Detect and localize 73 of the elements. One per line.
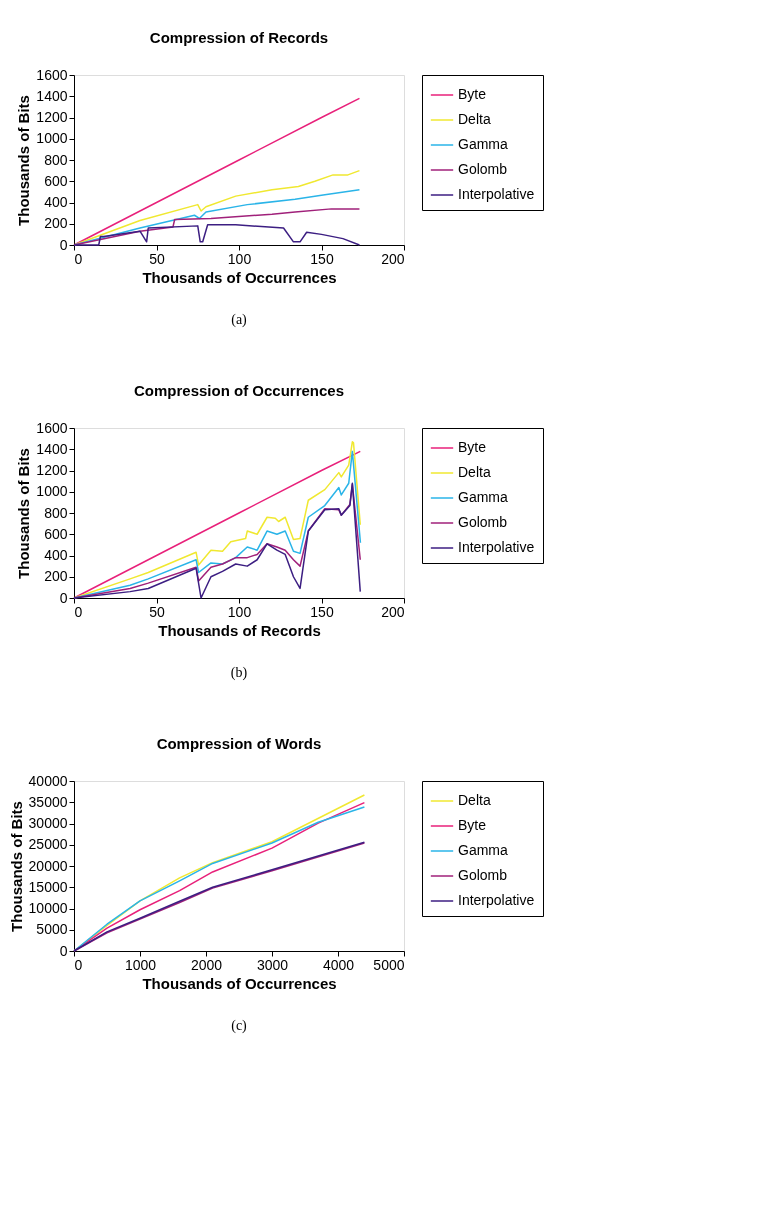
y-tick-label: 15000 — [28, 878, 68, 895]
y-tick-label: 1000 — [36, 130, 68, 147]
x-tick-label: 0 — [74, 956, 83, 973]
y-tick-label: 1000 — [36, 483, 68, 500]
line-series — [73, 224, 361, 246]
y-tick-label: 1600 — [36, 66, 68, 83]
legend-label: Gamma — [458, 489, 508, 505]
x-tick-label: 200 — [381, 603, 405, 620]
x-axis-title: Thousands of Occurrences — [142, 974, 337, 992]
y-tick-label: 10000 — [28, 900, 68, 916]
legend-label: Interpolative — [458, 892, 535, 908]
line-series — [73, 169, 361, 246]
x-tick-label: 100 — [227, 603, 252, 620]
x-tick-label: 200 — [381, 250, 405, 267]
y-tick-label: 0 — [59, 589, 68, 606]
legend-label: Delta — [458, 464, 491, 480]
y-tick-label: 1200 — [36, 109, 68, 125]
legend-label: Gamma — [458, 136, 508, 152]
text: (b) — [230, 665, 248, 681]
x-tick-label: 2000 — [190, 956, 223, 973]
y-tick-label: 1400 — [36, 87, 68, 104]
y-axis-title: Thousands of Bits — [15, 448, 33, 579]
x-tick-label: 50 — [149, 250, 165, 267]
y-tick-label: 35000 — [28, 793, 68, 810]
y-tick-label: 5000 — [36, 921, 68, 938]
x-tick-label: 0 — [74, 250, 83, 267]
legend-label: Delta — [458, 111, 491, 127]
x-tick-label: 100 — [227, 250, 252, 267]
y-tick-label: 25000 — [28, 836, 68, 853]
y-tick-label: 200 — [44, 215, 68, 232]
y-tick-label: 40000 — [28, 772, 68, 789]
chart-title: Compression of Records — [149, 29, 329, 46]
legend-label: Byte — [458, 817, 487, 833]
y-tick-label: 0 — [59, 236, 68, 253]
chart-title: Compression of Words — [156, 735, 322, 752]
y-tick-label: 400 — [44, 194, 68, 210]
y-tick-label: 1200 — [36, 462, 68, 478]
text: (a) — [231, 312, 248, 328]
x-tick-label: 50 — [149, 603, 165, 620]
legend-label: Golomb — [458, 514, 508, 530]
y-tick-label: 800 — [44, 504, 68, 521]
legend-label: Golomb — [458, 867, 508, 883]
x-tick-label: 5000 — [373, 956, 405, 973]
legend-label: Delta — [458, 792, 491, 808]
y-tick-label: 0 — [59, 942, 68, 959]
text: (c) — [231, 1018, 248, 1034]
x-tick-label: 1000 — [124, 956, 157, 973]
legend-label: Gamma — [458, 842, 508, 858]
x-tick-label: 150 — [310, 603, 334, 620]
y-tick-label: 30000 — [28, 815, 68, 831]
x-tick-label: 4000 — [322, 956, 355, 973]
legend-label: Interpolative — [458, 186, 535, 202]
y-tick-label: 1600 — [36, 419, 68, 436]
y-tick-label: 1400 — [36, 440, 68, 457]
x-tick-label: 3000 — [256, 956, 289, 973]
legend-label: Byte — [458, 439, 487, 455]
legend-label: Golomb — [458, 161, 508, 177]
y-axis-title: Thousands of Bits — [15, 95, 33, 226]
legend-label: Interpolative — [458, 539, 535, 555]
y-tick-label: 20000 — [28, 857, 68, 874]
y-axis-title: Thousands of Bits — [7, 801, 25, 932]
y-tick-label: 800 — [44, 151, 68, 168]
y-tick-label: 200 — [44, 568, 68, 585]
y-tick-label: 400 — [44, 547, 68, 563]
y-tick-label: 600 — [44, 525, 68, 542]
x-axis-title: Thousands of Occurrences — [142, 268, 337, 286]
y-tick-label: 600 — [44, 172, 68, 189]
chart-title: Compression of Occurrences — [133, 382, 345, 399]
line-series — [73, 97, 361, 246]
legend-label: Byte — [458, 86, 487, 102]
x-tick-label: 150 — [310, 250, 334, 267]
x-tick-label: 0 — [74, 603, 83, 620]
x-axis-title: Thousands of Records — [158, 621, 321, 639]
